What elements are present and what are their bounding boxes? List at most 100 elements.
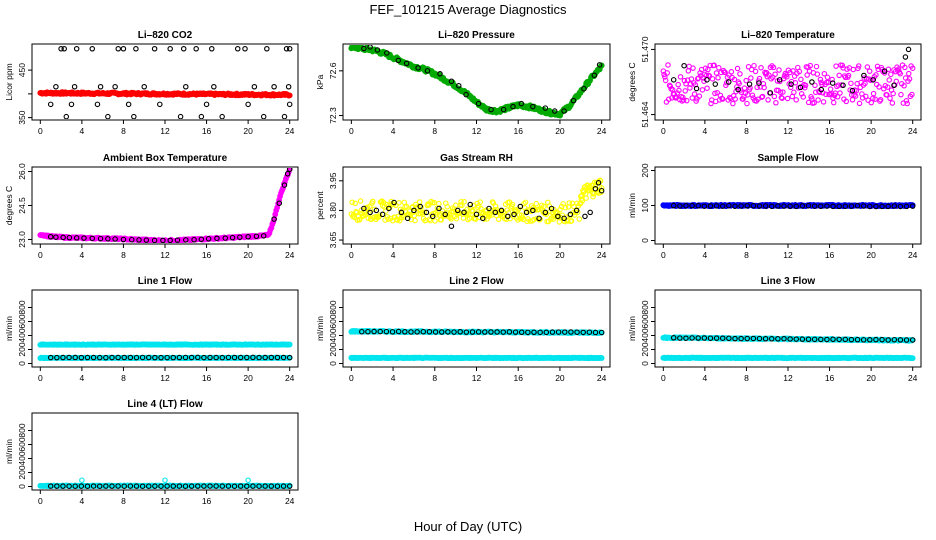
data-point <box>818 203 824 209</box>
data-point <box>726 202 732 209</box>
data-point <box>60 234 66 241</box>
data-point <box>784 95 791 102</box>
data-point <box>684 97 690 104</box>
data-point <box>280 354 287 361</box>
x-tick-label: 16 <box>513 126 523 136</box>
y-tick-label: 51.470 <box>640 36 650 62</box>
data-point <box>103 483 109 489</box>
data-point <box>237 483 244 489</box>
data-point <box>704 85 710 91</box>
data-point <box>145 354 152 361</box>
data-point <box>787 84 794 91</box>
data-point <box>791 89 797 96</box>
data-point <box>420 328 427 335</box>
data-point <box>891 82 897 89</box>
data-point <box>495 216 502 223</box>
data-point <box>523 209 530 216</box>
x-tick-label: 4 <box>703 373 708 383</box>
data-point <box>79 477 85 483</box>
x-tick-label: 4 <box>80 126 85 136</box>
panel-10: Line 4 (LT) Flow 0 4 8 12 16 20 24 0 200400600800… <box>4 399 299 506</box>
data-point <box>477 199 484 205</box>
data-point <box>383 208 389 214</box>
data-point <box>438 217 444 223</box>
data-point <box>734 65 741 72</box>
data-point <box>775 203 781 209</box>
y-tick-label: 200 <box>17 342 27 356</box>
data-point <box>765 97 771 103</box>
x-tick-label: 12 <box>783 250 793 260</box>
data-point <box>469 207 476 214</box>
data-point <box>811 336 818 343</box>
data-point <box>461 209 467 216</box>
x-tick-label: 12 <box>160 250 170 260</box>
data-point <box>436 200 442 207</box>
plot-area <box>660 46 916 107</box>
data-point <box>889 100 896 106</box>
data-point <box>730 100 736 107</box>
data-point <box>555 329 562 335</box>
data-point <box>867 337 873 343</box>
data-point <box>61 45 67 52</box>
data-point <box>675 81 681 88</box>
data-point <box>598 329 605 336</box>
y-axis-label: degrees C <box>4 186 14 225</box>
data-point <box>84 483 91 489</box>
y-tick-label: 24.5 <box>17 197 27 214</box>
data-point <box>677 203 683 209</box>
data-point <box>120 236 127 243</box>
data-point <box>416 199 423 205</box>
data-point <box>219 354 226 361</box>
data-point <box>707 203 714 209</box>
data-point <box>818 336 824 343</box>
data-point <box>787 336 793 342</box>
data-point <box>551 108 558 114</box>
panel-3: Li–820 Temperature 0 4 8 12 16 20 24 51.464 51.47… <box>627 30 922 136</box>
data-point <box>752 68 759 75</box>
data-point <box>133 483 140 489</box>
data-point <box>796 68 803 75</box>
data-point <box>903 337 910 343</box>
data-point <box>359 328 365 335</box>
data-point <box>176 483 183 489</box>
x-tick-label: 4 <box>391 126 396 136</box>
panel-7: Line 1 Flow 0 4 8 12 16 20 24 0 200400600800ml/mi… <box>4 276 299 383</box>
data-point <box>183 84 189 90</box>
data-point <box>285 84 292 90</box>
data-point <box>735 86 741 93</box>
data-point <box>800 94 806 100</box>
data-point <box>701 335 708 341</box>
data-point <box>775 336 781 342</box>
data-point <box>711 62 717 69</box>
data-point <box>182 354 189 361</box>
data-point <box>576 216 583 222</box>
data-point <box>790 68 796 74</box>
data-point <box>740 96 746 102</box>
y-tick-label: 600 <box>17 314 27 328</box>
data-point <box>445 329 451 335</box>
data-point <box>749 92 756 98</box>
data-point <box>897 337 904 343</box>
y-tick-label: 3.65 <box>328 232 338 249</box>
data-point <box>414 329 420 335</box>
data-point <box>836 203 842 210</box>
data-point <box>821 70 828 77</box>
data-point <box>213 354 219 361</box>
y-axis-label: degrees C <box>627 62 637 101</box>
data-point <box>909 65 916 71</box>
data-point <box>768 76 774 82</box>
y-tick-label: 0 <box>328 361 338 366</box>
data-point <box>54 483 60 489</box>
data-point <box>737 71 743 77</box>
data-point <box>524 218 530 225</box>
data-point <box>73 45 80 52</box>
data-point <box>133 45 139 52</box>
data-point <box>681 62 687 69</box>
data-point <box>191 236 197 243</box>
data-point <box>518 329 525 336</box>
y-tick-label: 100 <box>640 198 650 212</box>
data-point <box>768 203 775 210</box>
data-point <box>683 202 689 209</box>
data-point <box>476 214 483 221</box>
data-point <box>902 54 909 60</box>
